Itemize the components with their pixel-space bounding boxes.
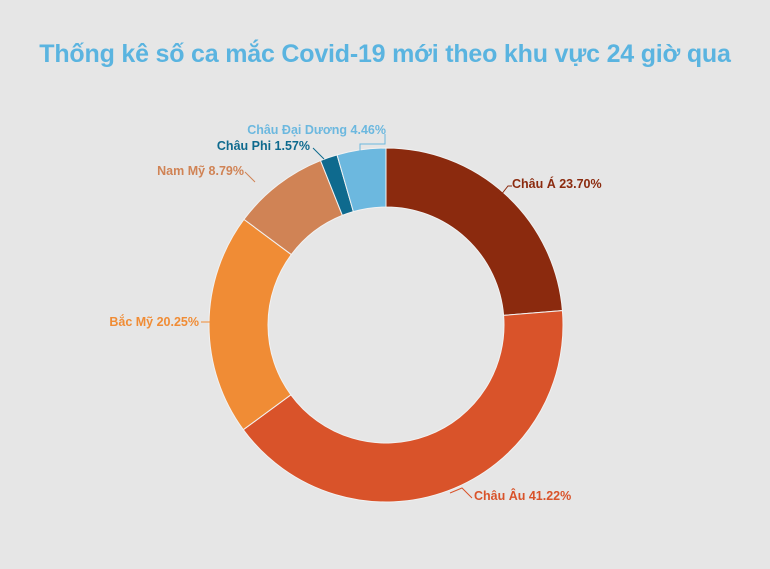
leader-line-europe <box>449 487 473 499</box>
label-asia: Châu Á 23.70% <box>512 176 602 191</box>
label-africa: Châu Phi 1.57% <box>217 139 310 153</box>
label-north-america: Bắc Mỹ 20.25% <box>109 314 199 329</box>
slice-oceania <box>336 147 387 213</box>
leader-line-south-america <box>244 171 256 183</box>
slice-europe <box>242 310 564 503</box>
slice-labels: Châu Á 23.70% Châu Âu 41.22% Bắc Mỹ 20.25%… <box>109 123 601 503</box>
leader-line-oceania <box>359 134 386 152</box>
chart-title: Thống kê số ca mắc Covid-19 mới theo khu… <box>39 40 731 68</box>
label-south-america: Nam Mỹ 8.79% <box>157 164 244 178</box>
slice-asia <box>385 147 563 316</box>
slice-north-america <box>208 218 293 431</box>
donut-slices <box>208 147 564 503</box>
leader-line-asia <box>496 185 512 201</box>
label-europe: Châu Âu 41.22% <box>474 488 571 503</box>
leader-line-africa <box>312 147 325 160</box>
label-oceania: Châu Đại Dương 4.46% <box>247 123 386 137</box>
label-leader-lines <box>201 134 512 499</box>
